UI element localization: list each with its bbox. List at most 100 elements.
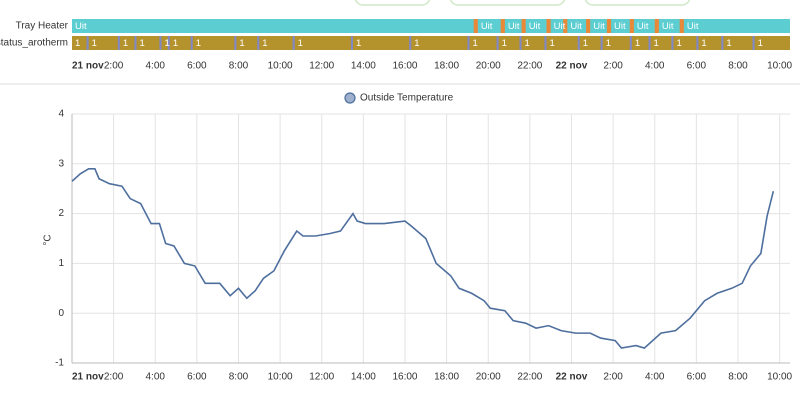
segment-label: 1 [701, 38, 706, 49]
x-tick-label: 6:00 [687, 372, 707, 383]
x-tick-label: 8:00 [728, 372, 748, 383]
x-tick-label: 16:00 [392, 372, 417, 383]
x-tick-label: 22 nov [556, 61, 588, 72]
x-tick-label: 8:00 [229, 372, 249, 383]
x-tick-label: 12:00 [309, 61, 334, 72]
x-tick-label: 8:00 [728, 61, 748, 72]
toggle-button[interactable] [584, 0, 691, 6]
segment-label: Uit [529, 21, 541, 32]
x-tick-label: 10:00 [767, 61, 792, 72]
segment-label: Uit [662, 21, 674, 32]
timeline-segment [723, 36, 753, 50]
x-tick-label: 2:00 [603, 372, 623, 383]
timeline-segment [469, 36, 497, 50]
segment-label: Uit [687, 21, 699, 32]
x-tick-label: 21 nov [72, 61, 104, 72]
x-tick-label: 21 nov [72, 372, 104, 383]
timeline-segment [611, 19, 630, 33]
timeline-segment [602, 36, 630, 50]
segment-label: Uit [481, 21, 493, 32]
x-tick-label: 18:00 [434, 372, 459, 383]
timeline-segment [521, 36, 545, 50]
timeline-segment [567, 19, 587, 33]
segment-label: Uit [508, 21, 520, 32]
legend-marker [344, 92, 356, 104]
x-tick-label: 4:00 [146, 372, 166, 383]
segment-label: 1 [502, 38, 507, 49]
x-tick-label: 12:00 [309, 372, 334, 383]
x-tick-label: 14:00 [351, 61, 376, 72]
x-tick-label: 6:00 [687, 61, 707, 72]
x-tick-label: 8:00 [229, 61, 249, 72]
toggle-button[interactable] [354, 0, 431, 6]
segment-label: 1 [726, 38, 731, 49]
timeline-segment [169, 36, 191, 50]
y-tick-label: 0 [58, 308, 64, 319]
x-tick-label: 20:00 [476, 372, 501, 383]
timeline-segment [72, 36, 87, 50]
timeline-segment [633, 19, 655, 33]
row-label: Tray Heater [16, 21, 69, 32]
segment-label: 1 [583, 38, 588, 49]
y-tick-label: 1 [58, 258, 64, 269]
x-tick-label: 10:00 [268, 372, 293, 383]
segment-label: Uit [554, 21, 566, 32]
timeline-segment [136, 36, 160, 50]
timeline-segment [550, 19, 564, 33]
x-tick-label: 2:00 [104, 61, 124, 72]
segment-label: 1 [196, 38, 201, 49]
segment-label: 1 [473, 38, 478, 49]
segment-label: 1 [140, 38, 145, 49]
timeline-segment [236, 36, 258, 50]
x-tick-label: 22:00 [517, 372, 542, 383]
segment-label: 1 [262, 38, 267, 49]
segment-label: 1 [606, 38, 611, 49]
segment-label: Uit [614, 21, 626, 32]
x-tick-label: 10:00 [268, 61, 293, 72]
segment-label: Uit [570, 21, 582, 32]
timeline-segment [352, 36, 410, 50]
segment-label: 1 [525, 38, 530, 49]
segment-label: 1 [654, 38, 659, 49]
segment-label: 1 [298, 38, 303, 49]
timeline-segment [579, 36, 601, 50]
timeline-segment [525, 19, 547, 33]
x-tick-label: 22:00 [517, 61, 542, 72]
timeline-segment [119, 36, 135, 50]
x-tick-label: 4:00 [146, 61, 166, 72]
timeline-segment [477, 19, 501, 33]
segment-label: 1 [239, 38, 244, 49]
segment-label: 1 [164, 38, 169, 49]
y-tick-label: 3 [58, 158, 64, 169]
timeline-segment [259, 36, 293, 50]
segment-label: 1 [414, 38, 419, 49]
x-tick-label: 2:00 [104, 372, 124, 383]
timeline-segment [161, 36, 168, 50]
x-tick-label: 2:00 [603, 61, 623, 72]
timeline-segment [88, 36, 118, 50]
y-tick-label: -1 [55, 358, 64, 369]
timeline-segment [590, 19, 607, 33]
x-tick-label: 6:00 [187, 372, 207, 383]
timeline-segment [673, 36, 697, 50]
timeline-segment [658, 19, 680, 33]
x-tick-label: 22 nov [556, 372, 588, 383]
x-tick-label: 4:00 [645, 61, 665, 72]
y-axis-label: °C [43, 234, 54, 245]
x-tick-label: 20:00 [476, 61, 501, 72]
timeline-segment [754, 36, 790, 50]
y-tick-label: 4 [58, 109, 64, 120]
x-tick-label: 14:00 [351, 372, 376, 383]
line-series [71, 167, 775, 349]
toggle-button[interactable] [449, 0, 566, 6]
segment-label: Uit [593, 21, 605, 32]
timeline-segment [192, 36, 235, 50]
timeline-segment [631, 36, 649, 50]
timeline-segment [683, 19, 790, 33]
segment-label: 1 [75, 38, 80, 49]
segment-label: 1 [550, 38, 555, 49]
x-tick-label: 4:00 [645, 372, 665, 383]
segment-label: 1 [758, 38, 763, 49]
